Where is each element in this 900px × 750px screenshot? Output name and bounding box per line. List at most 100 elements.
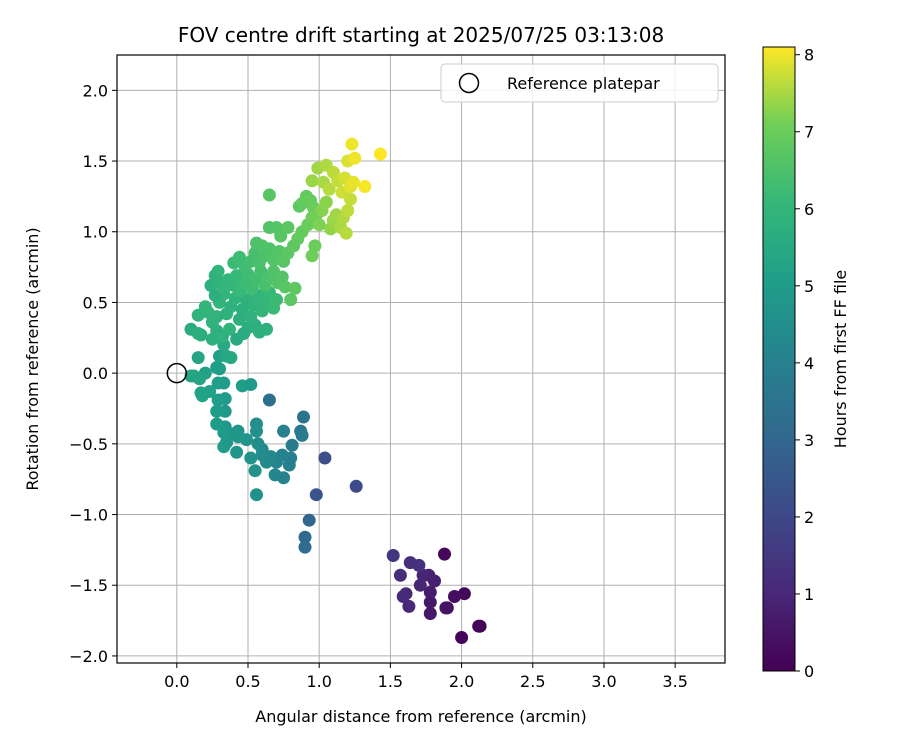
scatter-point bbox=[312, 218, 326, 232]
scatter-point bbox=[210, 310, 224, 324]
scatter-point bbox=[285, 438, 299, 452]
x-tick-label: 1.0 bbox=[306, 672, 331, 691]
scatter-point bbox=[235, 303, 249, 316]
legend-box bbox=[440, 63, 719, 103]
scatter-point bbox=[339, 226, 353, 240]
data-points bbox=[184, 137, 487, 644]
legend: Reference platepar bbox=[440, 63, 719, 103]
scatter-point bbox=[208, 288, 222, 302]
scatter-point bbox=[322, 182, 336, 196]
scatter-point bbox=[386, 549, 400, 562]
y-tick-label: −1.5 bbox=[69, 576, 108, 595]
scatter-point bbox=[233, 250, 246, 264]
scatter-point bbox=[244, 310, 258, 324]
chart-title: FOV centre drift starting at 2025/07/25 … bbox=[178, 23, 664, 47]
colorbar-tick-label: 1 bbox=[804, 585, 814, 604]
scatter-point bbox=[319, 195, 333, 209]
y-tick-label: −2.0 bbox=[69, 647, 108, 666]
scatter-point bbox=[297, 410, 310, 424]
y-tick-label: 0.5 bbox=[83, 293, 108, 312]
scatter-point bbox=[211, 393, 225, 407]
scatter-point bbox=[305, 174, 319, 188]
scatter-point bbox=[413, 578, 427, 592]
colorbar-label: Hours from first FF file bbox=[831, 270, 850, 449]
colorbar-gradient bbox=[762, 46, 796, 672]
scatter-point bbox=[268, 468, 282, 482]
y-axis-label: Rotation from reference (arcmin) bbox=[23, 227, 42, 490]
scatter-point bbox=[345, 137, 359, 151]
scatter-point bbox=[250, 424, 263, 438]
scatter-point bbox=[217, 426, 231, 439]
scatter-point bbox=[255, 239, 269, 253]
colorbar-tick-label: 2 bbox=[804, 508, 814, 527]
scatter-point bbox=[472, 619, 486, 633]
colorbar-tick-label: 5 bbox=[804, 277, 814, 296]
x-tick-label: 3.0 bbox=[591, 672, 616, 691]
x-tick-label: 1.5 bbox=[378, 672, 403, 691]
scatter-point bbox=[439, 601, 453, 615]
scatter-point bbox=[211, 376, 225, 390]
scatter-point bbox=[210, 404, 224, 418]
scatter-point bbox=[396, 590, 410, 603]
x-tick-label: 3.5 bbox=[662, 672, 687, 691]
scatter-point bbox=[233, 312, 246, 326]
scatter-point bbox=[412, 558, 426, 572]
scatter-point bbox=[298, 530, 312, 544]
scatter-point bbox=[191, 351, 205, 365]
scatter-point bbox=[346, 175, 360, 189]
legend-label-reference: Reference platepar bbox=[507, 74, 660, 93]
scatter-point bbox=[278, 280, 292, 294]
scatter-point bbox=[341, 204, 355, 217]
y-tick-label: 2.0 bbox=[83, 81, 108, 100]
scatter-point bbox=[308, 239, 322, 253]
scatter-point bbox=[402, 599, 416, 613]
scatter-point bbox=[275, 270, 289, 284]
x-tick-label: 0.0 bbox=[164, 672, 189, 691]
scatter-point bbox=[251, 437, 265, 451]
x-axis-label: Angular distance from reference (arcmin) bbox=[255, 707, 586, 726]
colorbar-tick-label: 0 bbox=[804, 662, 814, 681]
scatter-point bbox=[224, 351, 238, 365]
scatter-point bbox=[270, 293, 283, 307]
legend-marker-reference bbox=[458, 72, 480, 94]
x-tick-label: 2.0 bbox=[449, 672, 474, 691]
scatter-point bbox=[284, 293, 298, 307]
scatter-point bbox=[438, 547, 451, 561]
scatter-point bbox=[423, 595, 437, 609]
scatter-point bbox=[244, 378, 258, 391]
scatter-point bbox=[223, 322, 236, 336]
scatter-point bbox=[277, 424, 291, 438]
y-tick-label: −0.5 bbox=[69, 435, 108, 454]
scatter-point bbox=[288, 281, 302, 295]
scatter-point bbox=[230, 445, 244, 459]
scatter-point bbox=[250, 488, 263, 502]
x-axis-ticks: 0.0 0.5 1.0 1.5 2.0 2.5 3.0 3.5 bbox=[164, 663, 688, 691]
scatter-point bbox=[349, 479, 363, 493]
y-tick-label: 0.0 bbox=[83, 364, 108, 383]
x-tick-label: 0.5 bbox=[235, 672, 260, 691]
scatter-point bbox=[191, 308, 205, 322]
scatter-point bbox=[358, 180, 372, 193]
colorbar-tick-label: 8 bbox=[804, 46, 814, 65]
scatter-point bbox=[262, 188, 276, 202]
scatter-point bbox=[210, 417, 224, 431]
scatter-point bbox=[416, 568, 430, 582]
scatter-point bbox=[448, 590, 461, 603]
colorbar-ticks: 0 1 2 3 4 5 6 7 8 bbox=[795, 46, 814, 681]
colorbar-tick-label: 3 bbox=[804, 431, 814, 450]
scatter-point bbox=[393, 568, 407, 582]
y-tick-label: −1.0 bbox=[69, 506, 108, 525]
scatter-point bbox=[194, 328, 208, 342]
reference-platepar-marker bbox=[166, 362, 188, 384]
scatter-point bbox=[302, 513, 316, 527]
scatter-point bbox=[211, 264, 225, 278]
scatter-point bbox=[195, 389, 209, 403]
scatter-point bbox=[260, 322, 273, 336]
scatter-point bbox=[262, 393, 276, 407]
scatter-point bbox=[295, 428, 309, 442]
scatter-point bbox=[423, 607, 437, 620]
plot-frame bbox=[116, 54, 726, 664]
scatter-point bbox=[455, 631, 469, 644]
scatter-point bbox=[184, 369, 198, 383]
